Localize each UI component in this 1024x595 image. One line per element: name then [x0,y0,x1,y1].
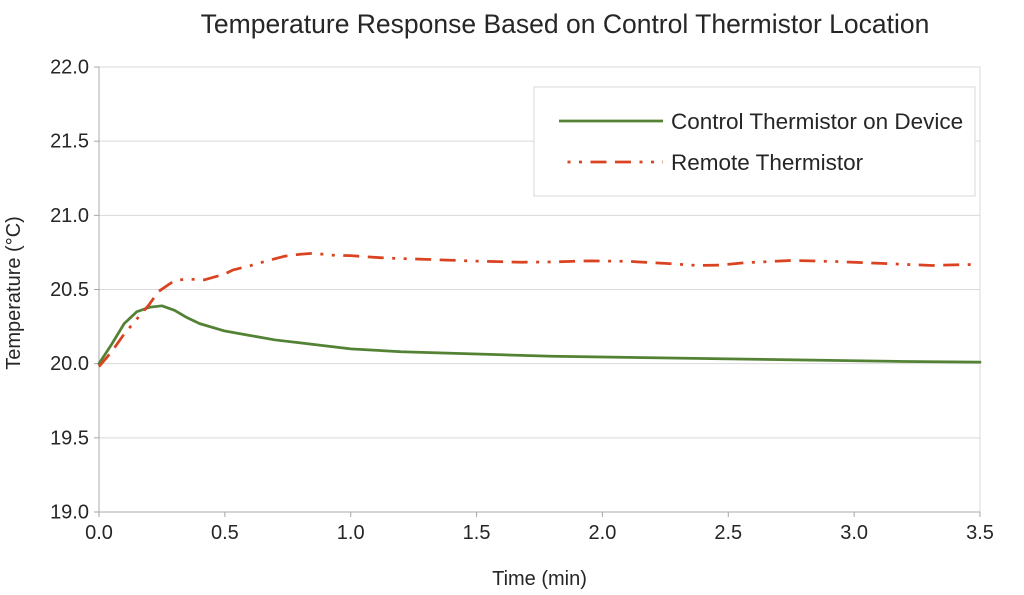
svg-text:21.0: 21.0 [50,205,89,227]
svg-text:20.5: 20.5 [50,279,89,301]
svg-text:Time (min): Time (min) [492,568,587,590]
svg-text:20.0: 20.0 [50,353,89,375]
svg-text:0.5: 0.5 [211,522,239,544]
svg-text:2.5: 2.5 [714,522,742,544]
svg-text:Temperature Response Based on: Temperature Response Based on Control Th… [201,9,930,39]
svg-text:Temperature (°C): Temperature (°C) [3,216,25,370]
svg-text:0.0: 0.0 [85,522,113,544]
svg-text:Control Thermistor on Device: Control Thermistor on Device [671,109,963,134]
svg-text:19.0: 19.0 [50,502,89,524]
svg-text:19.5: 19.5 [50,427,89,449]
svg-text:1.0: 1.0 [337,522,365,544]
svg-text:22.0: 22.0 [50,57,89,79]
svg-text:3.5: 3.5 [966,522,994,544]
svg-text:1.5: 1.5 [463,522,491,544]
svg-text:2.0: 2.0 [589,522,617,544]
svg-text:3.0: 3.0 [840,522,868,544]
svg-text:21.5: 21.5 [50,131,89,153]
svg-text:Remote Thermistor: Remote Thermistor [671,150,864,175]
